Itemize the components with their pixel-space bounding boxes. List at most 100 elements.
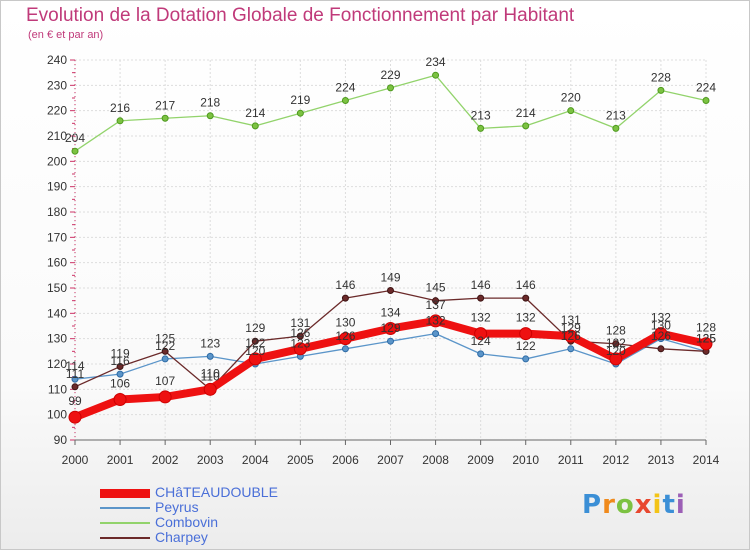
logo-letter: i bbox=[652, 490, 663, 520]
data-label-ch-teaudouble: 132 bbox=[651, 311, 671, 325]
data-label-combovin: 216 bbox=[110, 101, 130, 115]
legend-item-charpey: Charpey bbox=[100, 530, 400, 545]
data-point-ch-teaudouble bbox=[338, 332, 352, 346]
y-tick-label: 120 bbox=[47, 357, 67, 371]
data-label-charpey: 128 bbox=[606, 324, 626, 338]
data-point-combovin bbox=[161, 114, 169, 122]
data-label-peyrus: 132 bbox=[426, 314, 446, 328]
logo-letter: P bbox=[582, 490, 603, 520]
data-point-ch-teaudouble bbox=[429, 314, 443, 328]
data-point-ch-teaudouble bbox=[248, 352, 262, 366]
data-label-ch-teaudouble: 122 bbox=[245, 336, 265, 350]
y-tick-label: 180 bbox=[47, 205, 67, 219]
logo-letter: x bbox=[634, 490, 653, 520]
x-tick-label: 2009 bbox=[467, 453, 494, 467]
data-point-ch-teaudouble bbox=[564, 329, 578, 343]
y-tick-label: 240 bbox=[47, 53, 67, 67]
legend-item-peyrus: Peyrus bbox=[100, 500, 400, 515]
data-label-charpey: 110 bbox=[201, 369, 220, 383]
x-tick-label: 2006 bbox=[332, 453, 359, 467]
data-label-charpey: 131 bbox=[290, 316, 310, 330]
x-tick-label: 2012 bbox=[603, 453, 630, 467]
data-point-ch-teaudouble bbox=[654, 327, 668, 341]
data-label-peyrus: 120 bbox=[245, 344, 265, 358]
data-point-ch-teaudouble bbox=[293, 342, 307, 356]
logo-letter: i bbox=[675, 490, 686, 520]
data-label-peyrus: 125 bbox=[696, 331, 716, 345]
data-label-ch-teaudouble: 122 bbox=[606, 336, 626, 350]
data-label-peyrus: 116 bbox=[111, 354, 130, 368]
y-tick-label: 150 bbox=[47, 281, 67, 295]
x-tick-label: 2004 bbox=[242, 453, 269, 467]
legend-label-combovin: Combovin bbox=[155, 514, 219, 530]
data-label-charpey: 145 bbox=[426, 281, 446, 295]
data-point-ch-teaudouble bbox=[699, 337, 713, 351]
legend-label-ch-teaudouble: CHâTEAUDOUBLE bbox=[155, 484, 278, 500]
legend-swatch-ch-teaudouble bbox=[100, 489, 150, 498]
data-point-ch-teaudouble bbox=[609, 352, 623, 366]
data-point-combovin bbox=[251, 122, 259, 130]
data-label-combovin: 224 bbox=[335, 81, 355, 95]
data-label-ch-teaudouble: 137 bbox=[426, 298, 446, 312]
y-tick-label: 100 bbox=[47, 408, 67, 422]
data-point-combovin bbox=[206, 112, 214, 120]
data-label-ch-teaudouble: 107 bbox=[155, 374, 175, 388]
x-tick-label: 2008 bbox=[422, 453, 449, 467]
data-point-charpey bbox=[612, 340, 620, 348]
data-point-combovin bbox=[296, 109, 304, 117]
data-point-ch-teaudouble bbox=[158, 390, 172, 404]
data-label-peyrus: 122 bbox=[155, 339, 175, 353]
data-label-combovin: 220 bbox=[561, 91, 581, 105]
data-point-ch-teaudouble bbox=[203, 382, 217, 396]
logo-letter: o bbox=[615, 490, 635, 520]
data-point-peyrus bbox=[341, 345, 349, 353]
data-point-combovin bbox=[387, 84, 394, 92]
data-point-combovin bbox=[341, 97, 349, 105]
data-label-combovin: 219 bbox=[290, 93, 310, 107]
data-label-ch-teaudouble: 110 bbox=[201, 366, 220, 380]
proxiti-logo: Proxiti bbox=[582, 490, 686, 520]
data-point-charpey bbox=[522, 294, 530, 302]
data-label-peyrus: 120 bbox=[606, 344, 626, 358]
y-tick-label: 210 bbox=[47, 129, 67, 143]
data-label-charpey: 119 bbox=[111, 347, 130, 361]
data-label-charpey: 129 bbox=[561, 321, 581, 335]
data-label-peyrus: 129 bbox=[380, 321, 400, 335]
data-point-peyrus bbox=[567, 345, 575, 353]
y-tick-label: 160 bbox=[47, 256, 67, 270]
data-point-charpey bbox=[71, 383, 79, 391]
data-label-charpey: 129 bbox=[245, 321, 265, 335]
legend-item-ch-teaudouble: CHâTEAUDOUBLE bbox=[100, 485, 400, 500]
data-label-charpey: 126 bbox=[651, 329, 671, 343]
y-tick-label: 230 bbox=[47, 78, 67, 92]
data-point-combovin bbox=[71, 147, 79, 155]
data-point-peyrus bbox=[477, 350, 485, 358]
grid-lines bbox=[74, 59, 707, 441]
data-point-combovin bbox=[567, 107, 575, 115]
legend-label-peyrus: Peyrus bbox=[155, 499, 199, 515]
data-point-combovin bbox=[702, 97, 710, 105]
data-point-combovin bbox=[657, 86, 665, 94]
x-tick-label: 2003 bbox=[197, 453, 224, 467]
y-tick-label: 170 bbox=[47, 230, 67, 244]
data-label-charpey: 146 bbox=[335, 278, 355, 292]
data-label-peyrus: 126 bbox=[335, 329, 355, 343]
data-label-combovin: 234 bbox=[426, 55, 446, 69]
y-tick-label: 220 bbox=[47, 104, 67, 118]
x-tick-label: 2014 bbox=[693, 453, 720, 467]
data-label-charpey: 111 bbox=[66, 367, 85, 381]
data-label-peyrus: 123 bbox=[290, 336, 310, 350]
data-point-peyrus bbox=[522, 355, 530, 363]
data-label-ch-teaudouble: 99 bbox=[68, 394, 82, 408]
data-label-combovin: 217 bbox=[155, 98, 175, 112]
data-label-peyrus: 124 bbox=[471, 334, 491, 348]
data-label-combovin: 218 bbox=[200, 96, 220, 110]
data-label-combovin: 214 bbox=[516, 106, 536, 120]
y-tick-label: 190 bbox=[47, 180, 67, 194]
data-label-combovin: 213 bbox=[471, 108, 491, 122]
data-point-combovin bbox=[612, 124, 620, 132]
data-label-combovin: 214 bbox=[245, 106, 265, 120]
x-tick-label: 2002 bbox=[152, 453, 179, 467]
data-point-ch-teaudouble bbox=[519, 327, 533, 341]
data-point-charpey bbox=[432, 297, 440, 305]
